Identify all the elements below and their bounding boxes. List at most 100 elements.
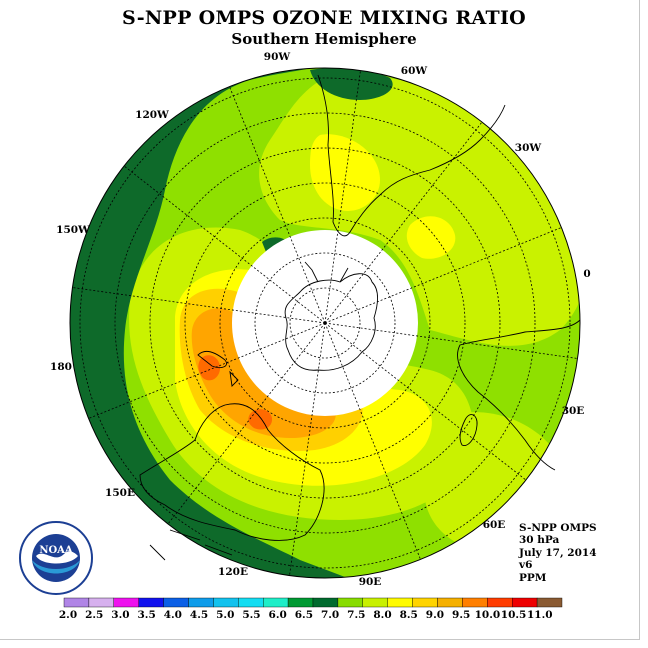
colorbar-tick-label: 4.5 — [190, 609, 208, 621]
colorbar-swatch — [163, 597, 189, 608]
colorbar-swatch — [113, 597, 139, 608]
coastline-australia — [139, 403, 325, 541]
lon-label-180: 180 — [50, 361, 72, 373]
page-title: S-NPP OMPS OZONE MIXING RATIO — [121, 7, 527, 29]
colorbar-swatch — [512, 597, 538, 608]
colorbar-swatch — [362, 597, 388, 608]
lon-label-90e: 90E — [359, 576, 382, 588]
colorbar-swatch — [487, 597, 513, 608]
coastline-new-zealand — [197, 350, 239, 387]
page-frame — [0, 0, 640, 640]
noaa-logo-text: NOAA — [39, 545, 73, 556]
colorbar-swatch — [213, 597, 239, 608]
meridian-line — [324, 322, 421, 560]
coastline-south-america — [317, 74, 506, 237]
colorbar-tick-label: 4.0 — [164, 609, 182, 621]
lon-label-60e: 60E — [483, 519, 506, 531]
colorbar-tick-label: 7.0 — [321, 609, 339, 621]
lon-label-30w: 30W — [515, 142, 542, 154]
latitude-circle — [254, 252, 396, 394]
info-satellite: S-NPP OMPS — [519, 522, 597, 534]
meridian-line — [229, 86, 326, 324]
colorbar-tick-label: 3.5 — [137, 609, 155, 621]
colorbar-tick-label: 10.5 — [501, 609, 527, 621]
coastlines — [139, 74, 581, 561]
colorbar-tick-label: 11.0 — [527, 609, 553, 621]
meridian-line — [123, 165, 326, 324]
coastline-madagascar — [459, 414, 478, 446]
field-red-orange-2 — [248, 409, 273, 430]
colorbar-tick-label: 7.5 — [347, 609, 365, 621]
colorbar-swatch — [337, 597, 363, 608]
colorbar: 2.0 2.5 3.0 3.5 4.0 4.5 5.0 5.5 6.0 6.5 7.0 7.5 8.0 8… — [59, 597, 563, 621]
lon-label-120w: 120W — [135, 109, 169, 121]
colorbar-tick-label: 9.5 — [452, 609, 470, 621]
lon-label-150w: 150W — [56, 224, 90, 236]
noaa-logo: NOAA — [19, 521, 93, 595]
colorbar-swatch — [138, 597, 164, 608]
field-yellow-north — [310, 134, 380, 211]
colorbar-tick-label: 6.0 — [269, 609, 287, 621]
colorbar-tick-label: 9.0 — [426, 609, 444, 621]
latitude-circle — [114, 112, 536, 534]
meridian-line — [324, 70, 361, 324]
colorbar-swatch — [263, 597, 289, 608]
latitude-circle — [79, 77, 571, 569]
colorbar-tick-label: 10.0 — [475, 609, 501, 621]
colorbar-tick-label: 5.5 — [242, 609, 260, 621]
lon-label-0: 0 — [583, 268, 590, 280]
lon-label-90w: 90W — [264, 51, 291, 63]
lon-label-60w: 60W — [401, 65, 428, 77]
colorbar-tick-label: 2.0 — [59, 609, 77, 621]
meridian-line — [72, 287, 326, 324]
colorbar-swatch — [88, 597, 115, 608]
info-units: PPM — [519, 571, 547, 584]
colorbar-swatch — [238, 597, 264, 608]
meridian-line — [324, 322, 578, 359]
meridian-line — [324, 227, 562, 324]
info-block: S-NPP OMPS 30 hPa July 17, 2014 v6 PPM — [519, 522, 597, 584]
lon-label-150e: 150E — [105, 487, 135, 499]
page-subtitle: Southern Hemisphere — [231, 30, 417, 48]
meridian-line — [289, 322, 326, 576]
colorbar-tick-label: 8.0 — [373, 609, 391, 621]
colorbar-swatch — [437, 597, 463, 608]
latitude-circle — [149, 147, 501, 499]
colorbar-tick-label: 8.5 — [400, 609, 418, 621]
colorbar-swatch — [188, 597, 214, 608]
graticule — [72, 70, 578, 576]
colorbar-swatch — [287, 597, 314, 608]
field-red-orange-1 — [198, 355, 221, 381]
lon-label-120e: 120E — [218, 566, 248, 578]
colorbar-tick-label: 2.5 — [85, 609, 103, 621]
colorbar-swatch — [462, 597, 488, 608]
coastline-africa — [457, 319, 581, 471]
coastline-antarctic-peninsula — [304, 261, 349, 283]
meridian-line — [324, 121, 483, 324]
colorbar-swatch — [387, 597, 413, 608]
meridian-line — [88, 322, 326, 419]
latitude-circle — [219, 217, 431, 429]
field-dark-green-north — [310, 68, 393, 100]
meridian-line — [167, 322, 326, 525]
colorbar-swatch — [412, 597, 438, 608]
colorbar-tick-label: 3.0 — [111, 609, 129, 621]
colorbar-swatch — [536, 597, 563, 608]
field-dark-green-west — [70, 68, 400, 578]
info-version: v6 — [519, 559, 533, 572]
info-date: July 17, 2014 — [519, 546, 597, 559]
colorbar-tick-label: 5.0 — [216, 609, 234, 621]
coastline-antarctica — [284, 273, 378, 371]
colorbar-tick-label: 6.5 — [295, 609, 313, 621]
lon-label-30e: 30E — [562, 405, 585, 417]
map-border — [69, 67, 581, 579]
latitude-circle — [184, 182, 466, 464]
coastline-indonesia — [149, 529, 233, 561]
colorbar-swatch — [312, 597, 339, 608]
longitude-labels: 90W 60W 30W 0 30E 60E 90E 120E 150E 180 … — [50, 51, 591, 588]
meridian-line — [324, 322, 527, 481]
colorbar-swatch — [63, 597, 90, 608]
latitude-circle — [289, 287, 361, 359]
info-level: 30 hPa — [519, 534, 560, 547]
